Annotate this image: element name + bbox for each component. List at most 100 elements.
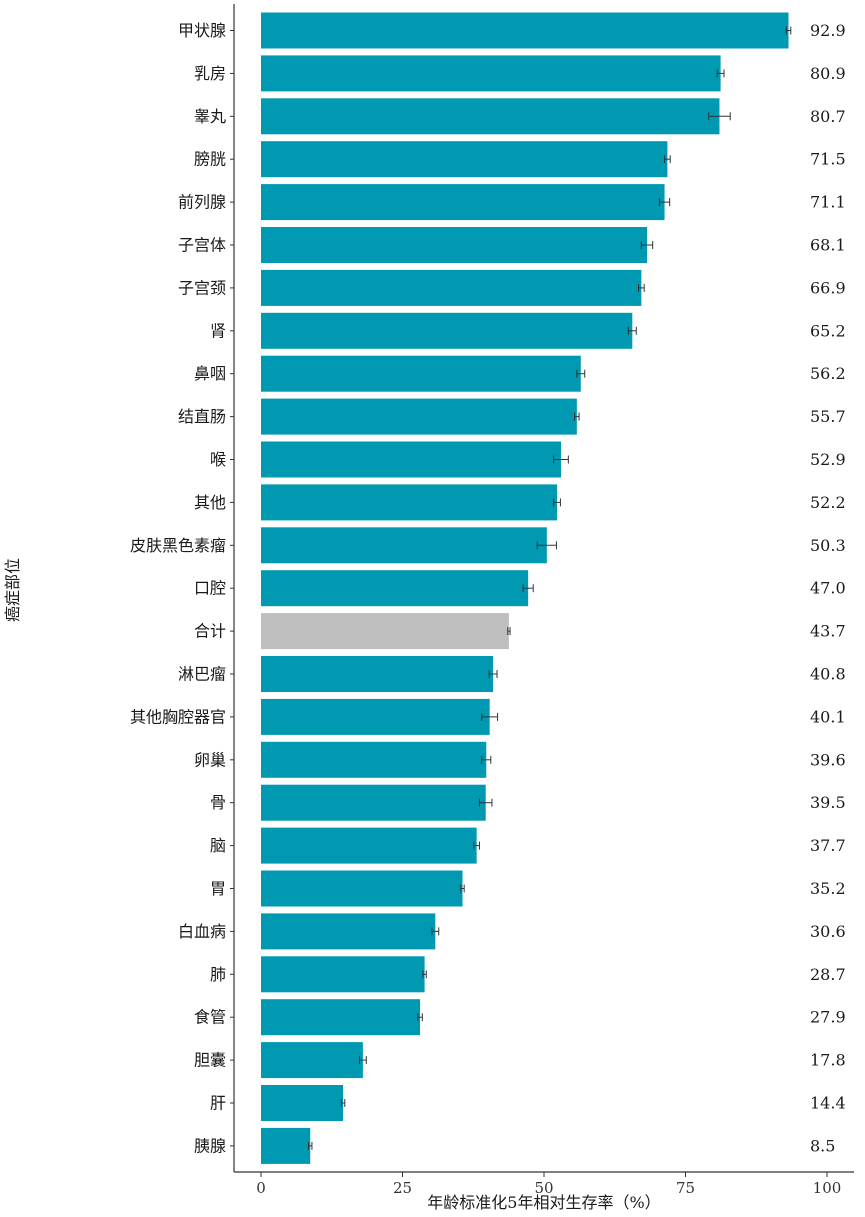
errorbar: [576, 369, 586, 378]
bar: [261, 1127, 311, 1164]
errorbar: [481, 755, 492, 764]
category-label: 胰腺: [194, 1136, 226, 1155]
errorbar: [460, 884, 465, 893]
x-tick-label: 50: [534, 1179, 553, 1197]
value-label: 52.9: [810, 450, 846, 469]
category-label: 其他胸腔器官: [130, 707, 226, 726]
bar: [261, 269, 642, 306]
errorbar: [507, 627, 511, 636]
category-label: 食管: [194, 1008, 226, 1027]
category-label: 胆囊: [194, 1051, 226, 1070]
errorbar: [536, 541, 557, 550]
category-label: 胃: [210, 879, 226, 898]
bar: [261, 484, 558, 521]
category-label: 子宫体: [178, 236, 226, 255]
value-label: 55.7: [810, 407, 846, 426]
bar: [261, 656, 494, 692]
errorbar: [431, 927, 440, 936]
category-label: 口腔: [194, 579, 226, 598]
category-label: 甲状腺: [178, 21, 226, 40]
bar: [261, 1085, 344, 1121]
category-label: 白血病: [178, 922, 226, 941]
bar: [261, 913, 436, 950]
bar: [261, 184, 665, 221]
errorbar: [340, 1099, 346, 1107]
value-label: 40.8: [810, 665, 846, 684]
value-label: 66.9: [810, 278, 846, 297]
value-label: 27.9: [810, 1008, 846, 1027]
errorbar: [481, 712, 499, 721]
errorbar: [664, 155, 671, 164]
bar: [261, 698, 490, 735]
value-label: 56.2: [810, 364, 846, 383]
errorbar: [358, 1056, 367, 1065]
bar: [261, 613, 509, 650]
value-label: 43.7: [810, 622, 846, 641]
value-label: 37.7: [810, 836, 846, 855]
category-label: 鼻咽: [194, 364, 226, 383]
value-label: 71.1: [810, 193, 846, 212]
bar: [261, 784, 486, 821]
value-label: 80.7: [810, 107, 846, 126]
errorbar: [422, 970, 427, 979]
value-label: 47.0: [810, 579, 846, 598]
errorbar: [478, 798, 493, 807]
category-label: 膀胱: [194, 150, 226, 169]
x-tick-label: 100: [813, 1179, 842, 1197]
bar: [261, 55, 721, 92]
value-label: 92.9: [810, 21, 846, 40]
errorbar: [716, 69, 725, 78]
errorbar: [574, 412, 580, 421]
value-label: 65.2: [810, 321, 846, 340]
category-label: 喉: [210, 450, 226, 469]
errorbar: [417, 1013, 423, 1022]
value-label: 17.8: [810, 1051, 846, 1070]
category-label: 淋巴瘤: [178, 665, 226, 684]
category-label: 肝: [210, 1094, 226, 1113]
category-label: 乳房: [194, 64, 226, 83]
bar: [261, 827, 477, 864]
errorbars-group: [308, 26, 792, 1150]
x-axis-title: 年龄标准化5年相对生存率（%）: [427, 1193, 660, 1212]
bar: [261, 227, 648, 263]
category-label: 前列腺: [178, 193, 226, 212]
errorbar: [627, 326, 637, 335]
bar: [261, 527, 547, 564]
category-label: 卵巢: [194, 750, 226, 769]
bar: [261, 741, 487, 778]
value-label: 8.5: [810, 1136, 835, 1155]
errorbar: [488, 670, 498, 678]
errorbar: [638, 283, 645, 292]
bar: [261, 441, 561, 478]
category-label: 脑: [210, 836, 226, 855]
x-tick-label: 0: [256, 1179, 266, 1197]
bar: [261, 870, 463, 907]
category-label: 合计: [194, 622, 226, 641]
errorbar: [785, 26, 792, 35]
category-label: 结直肠: [178, 407, 226, 426]
bars-group: [261, 12, 789, 1164]
value-label: 68.1: [810, 236, 846, 255]
errorbar: [658, 198, 671, 207]
errorbar: [640, 241, 654, 249]
category-label: 睾丸: [194, 107, 226, 126]
x-tick-label: 25: [393, 1179, 412, 1197]
category-label: 肺: [210, 965, 226, 984]
bar: [261, 1042, 363, 1079]
value-label: 30.6: [810, 922, 846, 941]
category-label: 子宫颈: [178, 278, 226, 297]
bar: [261, 141, 668, 178]
bar: [261, 98, 720, 135]
category-label: 肾: [210, 321, 226, 340]
category-label: 其他: [194, 493, 226, 512]
bar: [261, 956, 425, 993]
value-label: 28.7: [810, 965, 846, 984]
errorbar: [308, 1141, 313, 1150]
y-axis-title: 癌症部位: [3, 558, 22, 622]
errorbar: [473, 841, 480, 850]
bar: [261, 398, 577, 435]
value-label: 39.5: [810, 793, 846, 812]
bar: [261, 312, 633, 349]
value-label: 35.2: [810, 879, 846, 898]
errorbar: [553, 455, 569, 464]
